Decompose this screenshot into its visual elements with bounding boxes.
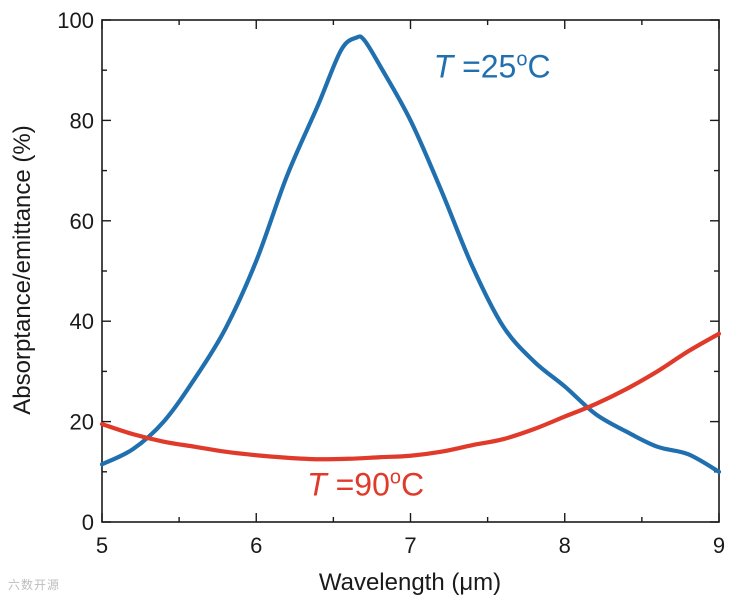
y-tick-label: 20 [70, 410, 94, 435]
y-tick-label: 80 [70, 108, 94, 133]
y-tick-label: 60 [70, 209, 94, 234]
x-axis-title: Wavelength (μm) [319, 569, 501, 596]
annotations: T =25oC T =90oC [307, 49, 550, 503]
x-tick-label: 6 [250, 533, 262, 558]
y-tick-label: 0 [82, 510, 94, 535]
series-label-t90: T =90oC [307, 466, 424, 502]
y-tick-label: 40 [70, 309, 94, 334]
series-line-t90 [99, 331, 722, 462]
y-axis-title: Absorptance/emittance (%) [9, 125, 36, 414]
series-line-t25 [99, 34, 722, 474]
watermark: 六数开源 [8, 578, 61, 592]
x-tick-label: 9 [713, 533, 725, 558]
x-tick-label: 5 [96, 533, 108, 558]
y-tick-label: 100 [57, 8, 94, 33]
axis-tick-labels: 5 6 7 8 9 0 20 40 60 80 100 [57, 8, 725, 558]
x-tick-label: 7 [404, 533, 416, 558]
series-label-t25: T =25oC [434, 49, 551, 85]
x-tick-label: 8 [559, 533, 571, 558]
series-layer [99, 34, 722, 474]
